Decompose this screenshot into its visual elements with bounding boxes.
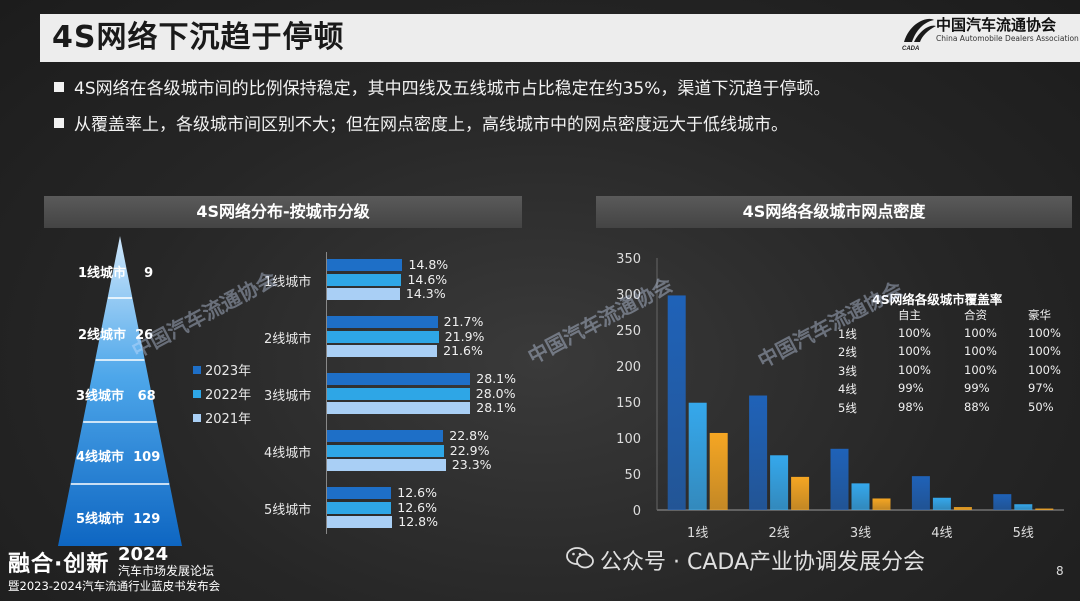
x-tick-label: 2线 — [768, 526, 789, 541]
footer-brand: 融合·创新 — [8, 552, 110, 577]
pyramid-tier-5: 5线城市 129 — [76, 512, 161, 527]
density-bar — [993, 494, 1012, 510]
density-bar — [770, 455, 789, 510]
table-header-cell: 自主 — [898, 308, 921, 322]
y-tick-label: 350 — [616, 252, 641, 267]
logo-mark: CADA — [902, 46, 919, 52]
table-cell: 100% — [1028, 362, 1061, 377]
bullet-1: 4S网络在各级城市间的比例保持稳定，其中四线及五线城市占比稳定在约35%，渠道下… — [54, 74, 830, 99]
table-cell: 100% — [1028, 344, 1061, 358]
table-cell: 97% — [1028, 381, 1054, 395]
density-bar — [851, 483, 870, 510]
y-tick-label: 250 — [616, 324, 641, 339]
table-cell: 100% — [964, 362, 997, 377]
table-header-cell: 豪华 — [1028, 308, 1051, 322]
y-tick-label: 200 — [616, 360, 641, 375]
right-panel-header: 4S网络各级城市网点密度 — [596, 196, 1072, 228]
logo-name-cn: 中国汽车流通协会 — [936, 16, 1057, 34]
footer-forum: 汽车市场发展论坛 — [118, 564, 215, 578]
density-bar — [872, 498, 891, 510]
table-header-cell: 合资 — [964, 308, 987, 322]
density-bar — [911, 476, 930, 510]
density-bar — [791, 476, 810, 510]
table-cell: 98% — [898, 399, 924, 414]
table-cell: 4线 — [838, 382, 857, 396]
bullet-2: 从覆盖率上，各级城市间区别不大；但在网点密度上，高线城市中的网点密度远大于低线城… — [54, 110, 788, 135]
pyramid-tier-1: 1线城市 9 — [78, 266, 154, 281]
table-cell: 50% — [1028, 399, 1054, 414]
density-bar — [749, 395, 768, 510]
table-cell: 100% — [898, 362, 931, 377]
table-cell: 100% — [898, 325, 931, 340]
density-bar — [1014, 504, 1033, 510]
page-title: 4S网络下沉趋于停顿 — [52, 20, 345, 55]
pyramid-tier-2: 2线城市 26 — [78, 328, 154, 343]
y-tick-label: 150 — [616, 396, 641, 411]
table-cell: 3线 — [838, 363, 857, 378]
legend-2022: 2022年 — [193, 384, 251, 403]
table-cell: 100% — [964, 325, 997, 340]
pyramid-tier-4: 4线城市 109 — [76, 450, 161, 465]
y-tick-label: 100 — [616, 432, 641, 447]
wechat-account: 公众号 · CADA产业协调发展分会 — [600, 550, 925, 575]
footer-subtitle: 暨2023-2024汽车流通行业蓝皮书发布会 — [8, 579, 221, 593]
table-cell: 88% — [964, 399, 990, 414]
logo-name-en: China Automobile Dealers Association — [936, 34, 1079, 43]
wechat-icon — [566, 547, 594, 569]
density-bar — [1035, 508, 1054, 510]
density-bar — [953, 507, 972, 510]
table-cell: 5线 — [838, 400, 857, 415]
density-bar — [932, 497, 951, 510]
table-cell: 2线 — [838, 345, 857, 359]
table-cell: 1线 — [838, 326, 857, 341]
pyramid-tier-3: 3线城市 68 — [76, 389, 156, 404]
density-bar — [667, 295, 686, 510]
table-cell: 99% — [898, 381, 924, 395]
legend-2021: 2021年 — [193, 408, 251, 427]
x-tick-label: 3线 — [850, 526, 871, 541]
table-cell: 99% — [964, 381, 990, 395]
page-number: 8 — [1056, 564, 1064, 578]
y-tick-label: 300 — [616, 288, 641, 303]
density-bar — [830, 448, 849, 510]
x-tick-label: 5线 — [1013, 526, 1034, 541]
x-tick-label: 1线 — [687, 526, 708, 541]
x-tick-label: 4线 — [931, 526, 952, 541]
coverage-table-title: 4S网络各级城市覆盖率 — [872, 292, 1003, 307]
legend-2023: 2023年 — [193, 360, 251, 379]
cada-logo: CADA — [902, 18, 936, 52]
density-bar — [709, 432, 728, 510]
table-cell: 100% — [898, 344, 931, 358]
left-panel-header: 4S网络分布-按城市分级 — [44, 196, 522, 228]
table-cell: 100% — [1028, 325, 1061, 340]
y-tick-label: 0 — [633, 504, 641, 519]
table-cell: 100% — [964, 344, 997, 358]
city-pyramid — [58, 236, 182, 546]
y-tick-label: 50 — [624, 468, 641, 483]
density-bar — [688, 402, 707, 510]
footer-year: 2024 — [118, 544, 169, 565]
